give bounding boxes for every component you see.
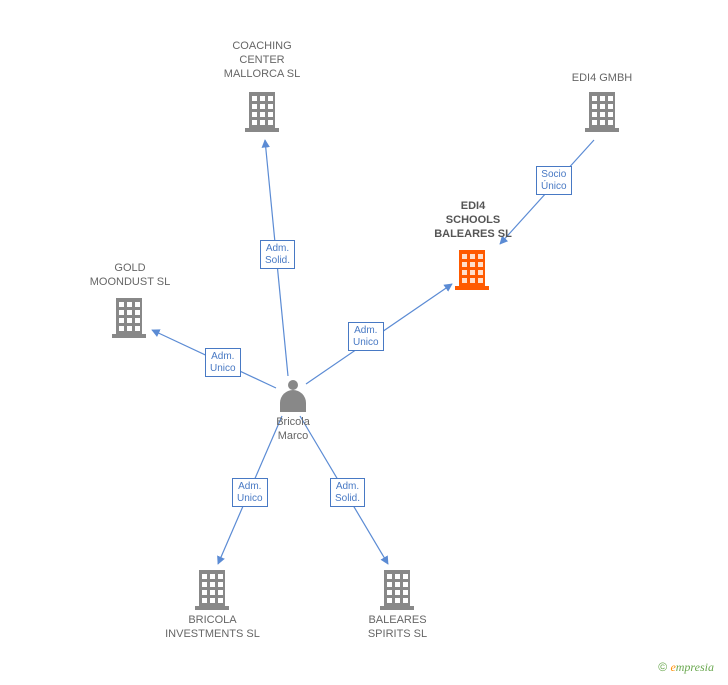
building-icon: [380, 570, 414, 610]
copyright: © empresia: [658, 660, 714, 675]
node-label: Bricola Marco: [265, 416, 321, 444]
node-label: BALEARES SPIRITS SL: [360, 614, 435, 642]
building-icon: [195, 570, 229, 610]
building-icon: [245, 92, 279, 132]
edge-label: Adm. Solid.: [330, 478, 365, 507]
edge-label: Adm. Unico: [232, 478, 268, 507]
node-label: GOLD MOONDUST SL: [85, 262, 175, 290]
building-icon: [112, 298, 146, 338]
node-label: BRICOLA INVESTMENTS SL: [160, 614, 265, 642]
building-icon: [455, 250, 489, 290]
edge-label: Adm. Solid.: [260, 240, 295, 269]
person-icon: [280, 380, 306, 412]
building-icon: [585, 92, 619, 132]
copyright-symbol: ©: [658, 660, 667, 674]
edge-label: Socio Único: [536, 166, 572, 195]
copyright-brand-rest: mpresia: [676, 660, 714, 674]
edge-label: Adm. Unico: [348, 322, 384, 351]
edge-label: Adm. Unico: [205, 348, 241, 377]
node-label: EDI4 SCHOOLS BALEARES SL: [426, 200, 520, 241]
node-label: COACHING CENTER MALLORCA SL: [222, 40, 302, 81]
node-label: EDI4 GMBH: [558, 72, 646, 86]
